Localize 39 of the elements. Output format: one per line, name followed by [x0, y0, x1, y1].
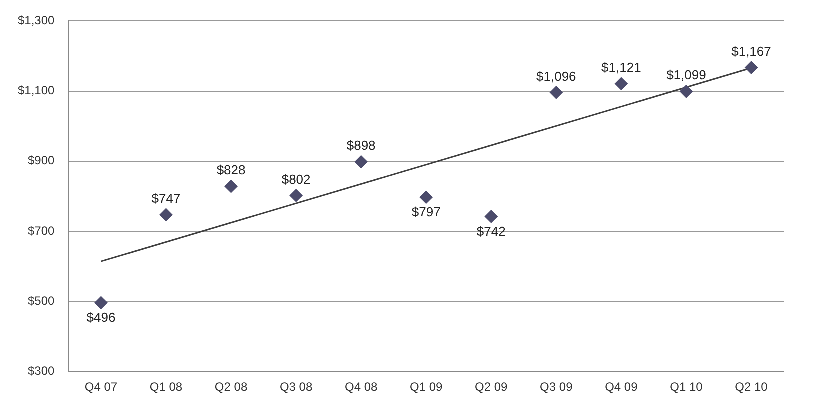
data-label: $898: [346, 138, 376, 154]
y-tick-label: $900: [28, 154, 56, 168]
point: [94, 296, 108, 310]
x-tick-label: Q2 10: [735, 380, 768, 394]
data-label: $742: [476, 224, 506, 239]
x-tick-label: Q4 08: [344, 380, 378, 394]
x-tick-label: Q2 09: [475, 380, 508, 394]
data-label: $1,096: [536, 68, 576, 84]
x-tick-label: Q4 09: [605, 380, 638, 394]
point: [224, 180, 238, 194]
y-tick-label: $1,300: [18, 14, 56, 28]
data-label: $1,099: [666, 68, 706, 83]
x-tick-label: Q2 08: [214, 380, 248, 394]
y-tick-label: $300: [28, 364, 56, 378]
point: [744, 61, 758, 74]
x-tick-label: Q1 09: [410, 380, 444, 394]
y-tick-label: $700: [28, 224, 56, 238]
x-tick-label: Q3 08: [280, 380, 313, 394]
point: [354, 156, 368, 169]
y-tick-label: $500: [28, 294, 56, 308]
data-label: $802: [282, 172, 311, 187]
point: [550, 86, 563, 100]
data-label: $1,121: [602, 60, 642, 75]
data-label: $797: [412, 204, 441, 220]
data-label: $1,167: [732, 44, 772, 59]
point: [160, 208, 173, 222]
point: [290, 189, 303, 202]
point: [614, 77, 628, 90]
x-tick-label: Q4 07: [84, 380, 118, 394]
x-tick-label: Q1 10: [670, 380, 704, 394]
point: [484, 210, 498, 224]
point: [680, 85, 693, 98]
x-tick-label: Q1 08: [150, 380, 183, 394]
y-tick-label: $1,100: [18, 84, 56, 98]
data-label: $747: [152, 191, 181, 206]
x-tick-label: Q3 09: [540, 380, 574, 394]
point: [420, 190, 433, 204]
data-label: $828: [216, 162, 246, 178]
data-label: $496: [86, 310, 116, 325]
